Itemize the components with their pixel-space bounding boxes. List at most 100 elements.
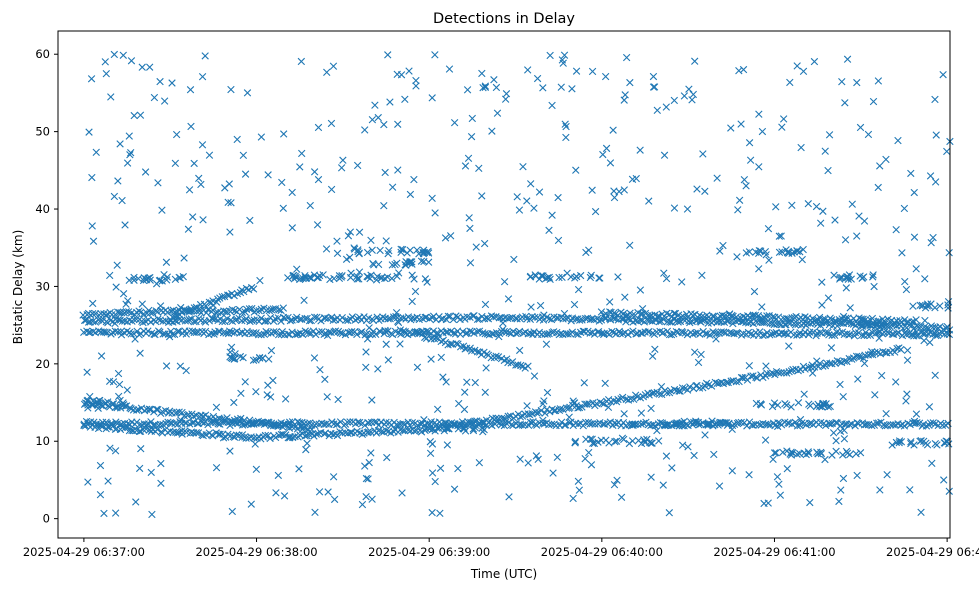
data-point — [778, 123, 786, 131]
data-point — [740, 175, 749, 184]
chart-title: Detections in Delay — [433, 11, 575, 27]
data-point — [238, 308, 247, 317]
data-point — [106, 444, 114, 452]
data-point — [135, 464, 144, 473]
data-point — [568, 328, 577, 336]
data-point — [539, 84, 547, 92]
data-point — [818, 301, 826, 309]
data-point — [591, 420, 599, 428]
data-point — [129, 426, 138, 435]
data-point — [563, 269, 571, 277]
data-point — [680, 417, 688, 426]
data-point — [617, 493, 626, 501]
data-point — [667, 318, 676, 326]
data-point — [445, 65, 454, 73]
data-point — [845, 420, 854, 429]
data-point — [152, 280, 161, 288]
data-point — [829, 429, 838, 437]
data-point — [401, 329, 410, 338]
data-point — [361, 462, 369, 470]
data-point — [135, 427, 144, 436]
x-tick-label: 2025-04-29 06:37:00 — [23, 545, 145, 559]
data-point — [388, 261, 396, 269]
data-point — [785, 368, 793, 376]
data-point — [831, 216, 839, 224]
data-point — [856, 123, 865, 132]
data-point — [374, 113, 382, 122]
data-point — [653, 426, 661, 435]
data-point — [758, 127, 767, 136]
data-point — [839, 393, 847, 401]
data-point — [233, 135, 241, 144]
data-point — [381, 168, 389, 177]
data-point — [852, 450, 860, 458]
data-point — [355, 418, 364, 427]
data-point — [505, 493, 513, 501]
x-tick-label: 2025-04-29 06:39:00 — [368, 545, 490, 559]
data-point — [543, 330, 552, 338]
data-point — [663, 421, 671, 429]
data-point — [119, 400, 128, 409]
data-point — [682, 420, 690, 429]
plot-frame — [57, 30, 951, 539]
data-point — [763, 312, 771, 320]
data-point — [237, 389, 245, 397]
data-point — [161, 330, 169, 338]
data-point — [907, 439, 915, 448]
data-point — [413, 363, 422, 371]
data-point — [712, 335, 720, 343]
data-point — [88, 222, 96, 230]
data-point — [388, 183, 397, 191]
data-point — [574, 285, 583, 294]
data-point — [113, 261, 121, 269]
data-point — [101, 328, 109, 336]
data-point — [487, 354, 495, 362]
data-point — [121, 424, 129, 432]
data-point — [936, 302, 944, 310]
data-point — [548, 211, 556, 219]
data-point — [762, 362, 770, 370]
data-point — [230, 398, 238, 407]
data-point — [154, 405, 162, 414]
data-point — [310, 313, 319, 321]
data-point — [648, 439, 656, 447]
data-point — [374, 365, 382, 373]
data-point — [88, 309, 97, 318]
y-tick-label: 10 — [35, 434, 50, 448]
data-point — [163, 273, 172, 281]
data-point — [337, 164, 346, 172]
data-point — [921, 330, 929, 338]
data-point — [490, 76, 498, 84]
data-point — [564, 330, 572, 338]
data-point — [882, 155, 890, 164]
data-point — [406, 258, 414, 266]
data-point — [288, 423, 296, 431]
data-point — [728, 425, 736, 433]
data-point — [807, 363, 815, 372]
data-point — [252, 388, 260, 396]
data-point — [836, 275, 844, 283]
data-point — [463, 86, 472, 94]
data-point — [504, 412, 512, 421]
data-point — [673, 316, 681, 324]
data-point — [606, 159, 615, 167]
data-point — [125, 132, 133, 140]
data-point — [431, 51, 439, 59]
data-point — [853, 232, 861, 240]
data-point — [908, 331, 917, 339]
data-point — [265, 419, 273, 427]
data-point — [157, 459, 165, 468]
data-point — [689, 330, 697, 338]
data-point — [548, 101, 556, 110]
data-point — [604, 403, 613, 411]
data-point — [258, 354, 267, 362]
data-point — [466, 420, 475, 428]
data-point — [588, 186, 596, 194]
data-point — [922, 439, 930, 447]
data-point — [507, 421, 516, 429]
data-point — [839, 474, 848, 483]
data-point — [758, 303, 766, 311]
data-point — [113, 404, 121, 412]
data-point — [539, 416, 547, 425]
data-point — [716, 418, 724, 427]
